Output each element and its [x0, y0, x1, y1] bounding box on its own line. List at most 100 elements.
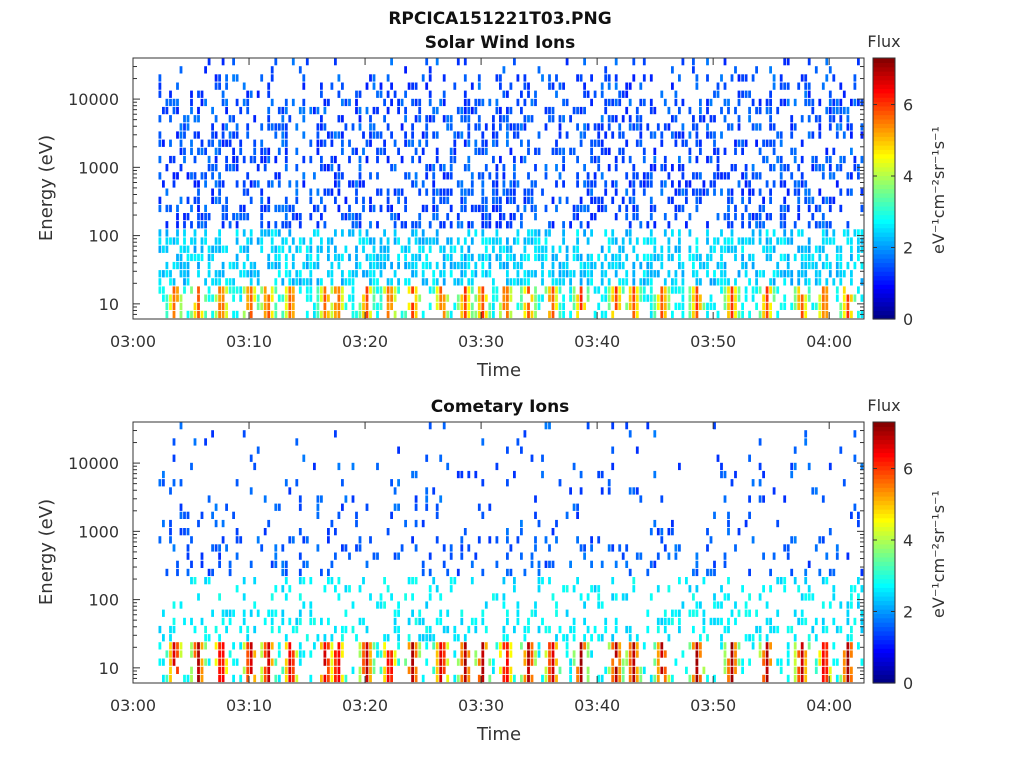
spectrogram-pixel: [221, 294, 225, 302]
spectrogram-pixel: [197, 261, 200, 270]
spectrogram-pixel: [800, 658, 804, 666]
spectrogram-pixel: [523, 98, 527, 107]
spectrogram-pixel: [530, 560, 534, 568]
spectrogram-pixel: [776, 270, 780, 278]
spectrogram-pixel: [225, 164, 228, 172]
spectrogram-pixel: [832, 568, 836, 577]
spectrogram-pixel: [506, 221, 509, 229]
spectrogram-pixel: [821, 601, 825, 609]
spectrogram-pixel: [365, 674, 369, 683]
spectrogram-pixel: [530, 237, 534, 245]
spectrogram-pixel: [351, 270, 355, 278]
spectrogram-pixel: [235, 131, 239, 139]
spectrogram-pixel: [702, 180, 706, 188]
spectrogram-pixel: [769, 568, 772, 577]
spectrogram-pixel: [313, 229, 316, 237]
spectrogram-pixel: [411, 650, 414, 658]
spectrogram-pixel: [362, 617, 365, 626]
spectrogram-pixel: [355, 634, 358, 642]
spectrogram-pixel: [481, 196, 485, 204]
spectrogram-pixel: [695, 642, 699, 650]
spectrogram-pixel: [583, 131, 586, 139]
spectrogram-pixel: [239, 147, 243, 155]
spectrogram-pixel: [295, 196, 299, 204]
spectrogram-pixel: [470, 180, 474, 188]
spectrogram-pixel: [569, 658, 572, 666]
spectrogram-pixel: [232, 674, 235, 683]
spectrogram-pixel: [797, 278, 801, 286]
spectrogram: [158, 58, 864, 319]
spectrogram-pixel: [439, 454, 443, 462]
spectrogram-pixel: [632, 245, 636, 253]
spectrogram-pixel: [481, 172, 485, 180]
spectrogram-pixel: [723, 270, 727, 278]
spectrogram-pixel: [383, 286, 386, 294]
spectrogram-pixel: [723, 642, 727, 650]
spectrogram-pixel: [327, 536, 330, 544]
spectrogram-pixel: [762, 302, 765, 310]
spectrogram-pixel: [646, 180, 650, 188]
spectrogram-pixel: [671, 278, 674, 286]
spectrogram-pixel: [253, 294, 257, 302]
spectrogram-pixel: [334, 674, 337, 683]
spectrogram-pixel: [681, 123, 685, 131]
spectrogram-pixel: [197, 302, 200, 310]
spectrogram-pixel: [397, 286, 400, 294]
spectrogram-pixel: [474, 617, 478, 626]
spectrogram-pixel: [590, 188, 593, 196]
spectrogram-pixel: [681, 139, 685, 147]
spectrogram-pixel: [274, 155, 278, 164]
spectrogram-pixel: [576, 294, 579, 302]
spectrogram-pixel: [544, 422, 548, 430]
spectrogram-pixel: [562, 115, 565, 123]
spectrogram-pixel: [600, 294, 604, 302]
spectrogram-pixel: [646, 253, 650, 262]
spectrogram-pixel: [358, 155, 362, 164]
spectrogram-pixel: [298, 245, 302, 253]
spectrogram-pixel: [320, 139, 323, 147]
spectrogram-pixel: [228, 617, 232, 626]
spectrogram-pixel: [467, 98, 471, 107]
spectrogram-pixel: [281, 294, 285, 302]
spectrogram-pixel: [320, 164, 323, 172]
spectrogram-pixel: [572, 585, 576, 593]
spectrogram-pixel: [337, 204, 341, 213]
spectrogram-pixel: [762, 552, 765, 560]
spectrogram-pixel: [821, 196, 825, 204]
spectrogram-pixel: [713, 601, 716, 609]
spectrogram-pixel: [660, 131, 664, 139]
spectrogram-pixel: [772, 82, 776, 90]
spectrogram-pixel: [688, 310, 692, 319]
spectrogram-pixel: [597, 155, 601, 164]
spectrogram-pixel: [481, 253, 485, 262]
spectrogram-pixel: [751, 261, 755, 270]
spectrogram-pixel: [327, 164, 330, 172]
spectrogram-pixel: [274, 310, 278, 319]
colorbar-segment: [873, 504, 895, 510]
spectrogram-pixel: [804, 294, 808, 302]
spectrogram-pixel: [320, 642, 323, 650]
spectrogram-pixel: [337, 674, 341, 683]
spectrogram-pixel: [614, 82, 618, 90]
spectrogram-pixel: [200, 245, 204, 253]
spectrogram-pixel: [818, 294, 822, 302]
spectrogram-pixel: [165, 245, 169, 253]
spectrogram-pixel: [344, 278, 348, 286]
spectrogram-pixel: [621, 115, 625, 123]
spectrogram-pixel: [442, 302, 446, 310]
spectrogram-pixel: [839, 270, 843, 278]
spectrogram-pixel: [846, 650, 850, 658]
spectrogram-pixel: [565, 650, 569, 658]
spectrogram-pixel: [442, 642, 446, 650]
spectrogram-pixel: [348, 294, 351, 302]
spectrogram-pixel: [495, 593, 499, 601]
spectrogram-pixel: [516, 261, 520, 270]
spectrogram-pixel: [323, 674, 327, 683]
spectrogram-pixel: [492, 237, 495, 245]
spectrogram-pixel: [467, 470, 471, 479]
spectrogram-pixel: [499, 123, 502, 131]
spectrogram-pixel: [369, 221, 372, 229]
spectrogram-pixel: [674, 90, 678, 98]
spectrogram-pixel: [523, 674, 527, 683]
colorbar-segment: [873, 188, 895, 194]
